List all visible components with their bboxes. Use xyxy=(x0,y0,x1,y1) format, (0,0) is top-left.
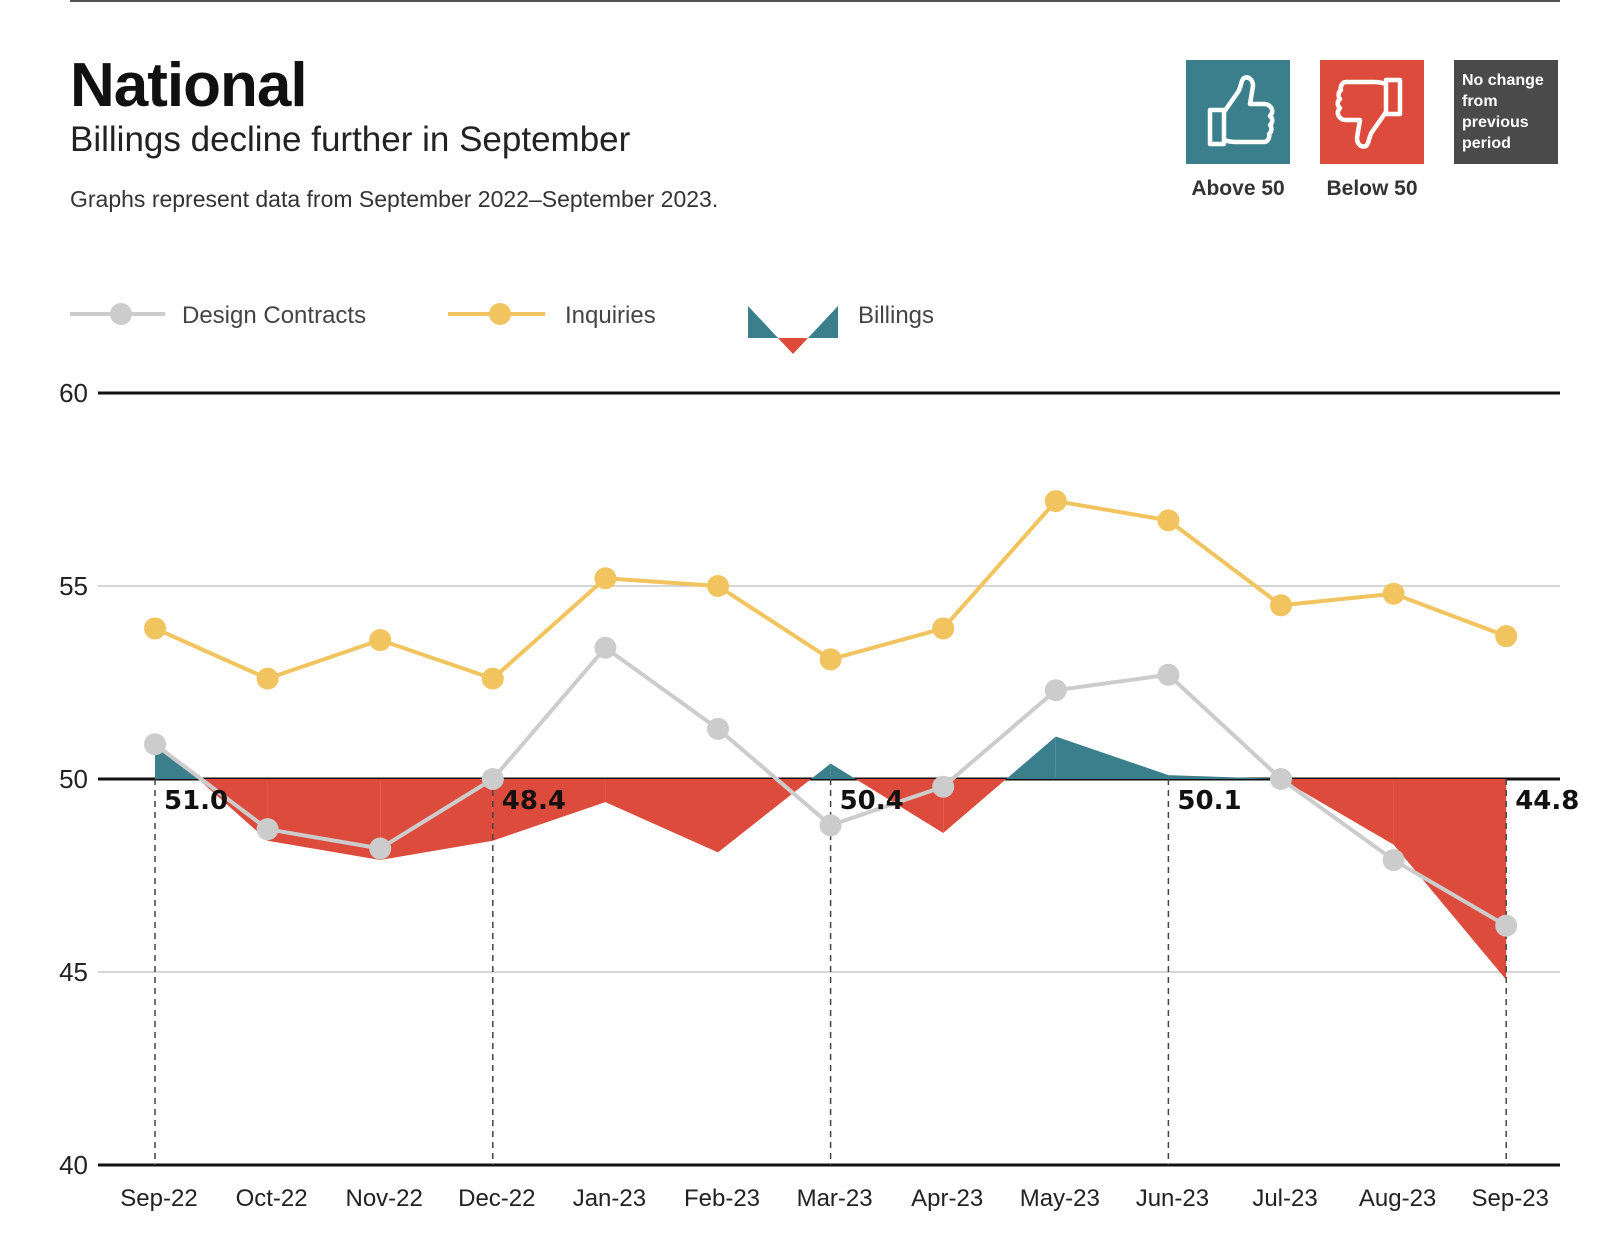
billings-area xyxy=(155,736,1507,980)
design-contracts-point xyxy=(144,733,166,756)
below-50-label: Below 50 xyxy=(1326,177,1418,200)
billings-area-above xyxy=(1168,775,1281,779)
x-tick-label: Sep-23 xyxy=(1472,1185,1549,1212)
top-rule xyxy=(70,0,1560,2)
x-tick-label: Dec-22 xyxy=(458,1185,535,1212)
billings-area-below xyxy=(1281,779,1394,845)
x-tick-label: May-23 xyxy=(1020,1185,1100,1212)
y-tick-label: 40 xyxy=(59,1150,88,1180)
billings-area-above xyxy=(811,763,831,779)
x-tick-label: Nov-22 xyxy=(346,1185,423,1212)
inquiries-point xyxy=(144,617,166,640)
x-tick-label: Oct-22 xyxy=(236,1185,308,1212)
above-50-key xyxy=(1186,60,1290,164)
design-contracts-point xyxy=(1044,679,1067,702)
no-change-key: No change from previous period xyxy=(1454,60,1558,164)
data-labels: 51.0 48.4 50.4 50.1 44.8 xyxy=(164,786,1579,816)
legend-marker-design-contracts xyxy=(110,303,132,325)
legend-marker-inquiries xyxy=(489,303,511,325)
inquiries-point xyxy=(707,575,729,597)
billings-value-label: 50.1 xyxy=(1177,786,1241,816)
date-range-note: Graphs represent data from September 202… xyxy=(70,186,719,212)
design-contracts-point xyxy=(1495,914,1518,937)
x-tick-label: Jan-23 xyxy=(573,1185,646,1212)
inquiries-point xyxy=(1044,490,1067,513)
y-tick-label: 50 xyxy=(59,764,88,794)
inquiries-point xyxy=(1495,625,1518,648)
design-contracts-point xyxy=(1270,768,1292,790)
thumbs-up-icon xyxy=(1207,75,1275,147)
billings-area-below xyxy=(267,779,381,861)
y-tick-label: 45 xyxy=(59,957,88,987)
legend-swatch-billings-below xyxy=(778,338,808,354)
design-contracts-point xyxy=(369,837,392,860)
billings-area-below xyxy=(198,779,268,841)
inquiries-point xyxy=(1382,582,1405,605)
billings-value-label: 44.8 xyxy=(1515,786,1579,816)
no-change-line: No change xyxy=(1462,72,1544,89)
billings-area-below xyxy=(943,779,1007,834)
design-contracts-point xyxy=(1157,663,1180,686)
x-tick-label: Aug-23 xyxy=(1359,1185,1436,1212)
design-contracts-point xyxy=(932,775,955,798)
series-lines xyxy=(144,490,1518,937)
chart-legend: Design Contracts Inquiries Billings xyxy=(70,302,934,354)
thumbs-down-icon xyxy=(1335,77,1403,149)
x-tick-label: Apr-23 xyxy=(911,1185,983,1212)
design-contracts-point xyxy=(1382,849,1405,872)
page-title: National xyxy=(70,51,308,120)
inquiries-point xyxy=(256,667,279,690)
y-tick-label: 60 xyxy=(59,378,88,408)
billings-area-below xyxy=(718,779,812,853)
above-50-label: Above 50 xyxy=(1191,177,1285,200)
design-contracts-point xyxy=(256,818,279,841)
inquiries-point xyxy=(819,648,842,671)
no-change-line: period xyxy=(1462,135,1511,152)
annotation-drop-lines xyxy=(154,779,1507,1165)
x-tick-label: Feb-23 xyxy=(684,1185,760,1212)
x-tick-label: Mar-23 xyxy=(797,1185,873,1212)
design-contracts-point xyxy=(481,768,504,790)
design-contracts-point xyxy=(707,717,729,740)
design-contracts-point xyxy=(819,814,842,837)
billings-value-label: 50.4 xyxy=(840,786,904,816)
design-contracts-point xyxy=(594,636,617,659)
inquiries-point xyxy=(932,617,955,640)
y-tick-label: 55 xyxy=(59,571,88,601)
billings-area-below xyxy=(380,779,493,861)
inquiries-point xyxy=(369,629,392,652)
billings-area-below xyxy=(492,779,606,841)
billings-area-above xyxy=(830,763,856,779)
billings-value-label: 51.0 xyxy=(164,786,228,816)
legend-label-design-contracts: Design Contracts xyxy=(182,302,366,329)
inquiries-point xyxy=(594,567,617,590)
below-50-key xyxy=(1320,60,1424,164)
legend-label-billings: Billings xyxy=(858,302,934,329)
billings-value-label: 48.4 xyxy=(502,786,566,816)
x-tick-label: Sep-22 xyxy=(120,1185,197,1212)
x-axis: Sep-22 Oct-22 Nov-22 Dec-22 Jan-23 Feb-23 Mar-… xyxy=(120,1185,1549,1212)
no-change-line: previous xyxy=(1462,114,1529,131)
billings-chart: Design Contracts Inquiries Billings 40 45 50… xyxy=(59,302,1579,1212)
billings-area-above xyxy=(1055,736,1169,779)
x-tick-label: Jun-23 xyxy=(1136,1185,1209,1212)
page-subtitle: Billings decline further in September xyxy=(70,120,631,159)
no-change-line: from xyxy=(1462,93,1498,110)
billings-area-above xyxy=(1006,736,1056,779)
x-tick-label: Jul-23 xyxy=(1252,1185,1317,1212)
legend-swatch-billings-above xyxy=(748,306,778,338)
billings-area-below xyxy=(1393,779,1507,980)
inquiries-point xyxy=(481,667,504,690)
legend-swatch-billings-above xyxy=(808,306,838,338)
billings-area-below xyxy=(605,779,718,853)
inquiries-point xyxy=(1157,509,1180,532)
inquiries-point xyxy=(1270,594,1292,617)
legend-label-inquiries: Inquiries xyxy=(565,302,656,329)
